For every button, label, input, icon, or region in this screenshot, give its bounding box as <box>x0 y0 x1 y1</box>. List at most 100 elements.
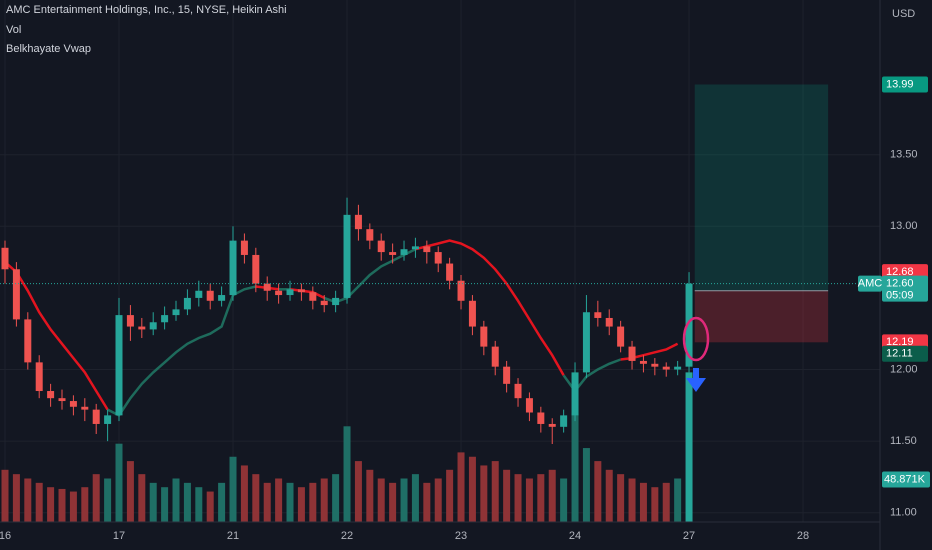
x-tick-label: 22 <box>341 530 353 542</box>
volume-bar <box>104 478 112 522</box>
candle-body <box>297 289 305 293</box>
volume-bar <box>115 443 123 522</box>
vwap-line <box>323 248 416 304</box>
candle-body <box>582 312 590 373</box>
candle-body <box>218 295 226 301</box>
candle-body <box>514 383 522 399</box>
volume-bar <box>69 491 77 522</box>
candle-body <box>58 398 66 402</box>
volume-bar <box>12 474 20 522</box>
volume-bar <box>537 474 545 522</box>
last-price-label-countdown: 05:09 <box>886 290 914 302</box>
stop-label: 12.19 <box>886 336 914 348</box>
volume-bar <box>651 487 659 522</box>
indicator-label: Vol <box>6 24 21 36</box>
x-tick-label: 21 <box>227 530 239 542</box>
candle-body <box>126 315 134 327</box>
down-arrow <box>686 368 706 392</box>
vwap-line <box>4 261 109 411</box>
volume-bar <box>674 478 682 522</box>
candle-body <box>411 246 419 250</box>
axes-layer: 11.00 11.50 12.00 13.00 13.50 16 17 21 22 23 24 27 2… <box>0 76 930 542</box>
x-tick-label: 16 <box>0 530 11 542</box>
candle-body <box>252 254 260 284</box>
candle-body <box>457 280 465 301</box>
candle-body <box>503 366 511 384</box>
target-zone <box>694 84 829 291</box>
vwap-label: 12.11 <box>886 348 913 360</box>
volume-bar <box>161 487 169 522</box>
volume-bar <box>126 461 134 522</box>
volume-bar <box>457 452 465 522</box>
candle-body <box>206 290 214 301</box>
candle-body <box>195 290 203 298</box>
candle-body <box>12 269 20 320</box>
y-tick-label: 12.00 <box>890 363 918 375</box>
y-tick-label: 11.00 <box>890 507 917 519</box>
y-tick-label: 13.50 <box>890 149 918 161</box>
volume-bar <box>400 478 408 522</box>
candle-body <box>491 346 499 367</box>
volume-bar <box>446 469 454 522</box>
candle-body <box>172 309 180 316</box>
candle-body <box>343 214 351 298</box>
candle-body <box>35 362 43 392</box>
chart-title: AMC Entertainment Holdings, Inc., 15, NY… <box>6 4 287 16</box>
volume-bar <box>514 474 522 522</box>
volume-bar <box>662 482 670 522</box>
candle-body <box>389 252 397 255</box>
volume-bar <box>377 478 385 522</box>
volume-bar <box>195 487 203 522</box>
candle-body <box>400 249 408 255</box>
volume-bar <box>639 482 647 522</box>
candle-body <box>47 391 55 399</box>
volume-bar <box>297 487 305 522</box>
vwap-line <box>415 239 565 376</box>
candle-body <box>263 283 271 291</box>
volume-bar <box>240 465 248 522</box>
volume-bar <box>1 469 9 522</box>
candle-body <box>685 283 693 367</box>
candle-body <box>183 297 191 310</box>
vwap-line <box>107 285 257 418</box>
candle-body <box>377 240 385 253</box>
volume-bar <box>434 478 442 522</box>
candle-body <box>548 423 556 427</box>
candle-body <box>605 317 613 327</box>
candle-body <box>366 229 374 241</box>
volume-bar <box>218 482 226 522</box>
candle-body <box>423 246 431 253</box>
volume-bar <box>423 482 431 522</box>
candle-body <box>24 319 32 363</box>
volume-bar <box>480 465 488 522</box>
volume-bar <box>263 482 271 522</box>
volume-bar <box>149 482 157 522</box>
candle-body <box>149 322 157 330</box>
volume-bar <box>582 448 590 522</box>
volume-bar <box>525 478 533 522</box>
candle-body <box>240 240 248 255</box>
volume-bar <box>503 469 511 522</box>
candle-body <box>115 315 123 416</box>
volume-bar <box>628 478 636 522</box>
candle-body <box>639 360 647 364</box>
candle-body <box>446 263 454 281</box>
volume-bar <box>275 478 283 522</box>
candle-body <box>674 366 682 370</box>
candle-body <box>571 372 579 416</box>
volume-label-bg <box>882 471 930 488</box>
x-tick-label: 23 <box>455 530 467 542</box>
volume-bar <box>286 482 294 522</box>
volume-bar <box>560 478 568 522</box>
candle-body <box>81 406 89 410</box>
indicator-label: Belkhayate Vwap <box>6 43 91 55</box>
volume-bar <box>92 474 100 522</box>
volume-bar <box>594 461 602 522</box>
volume-bar <box>332 474 340 522</box>
candle-body <box>104 415 112 424</box>
volume-bar <box>183 482 191 522</box>
candle-body <box>229 240 237 296</box>
x-tick-label: 17 <box>113 530 125 542</box>
